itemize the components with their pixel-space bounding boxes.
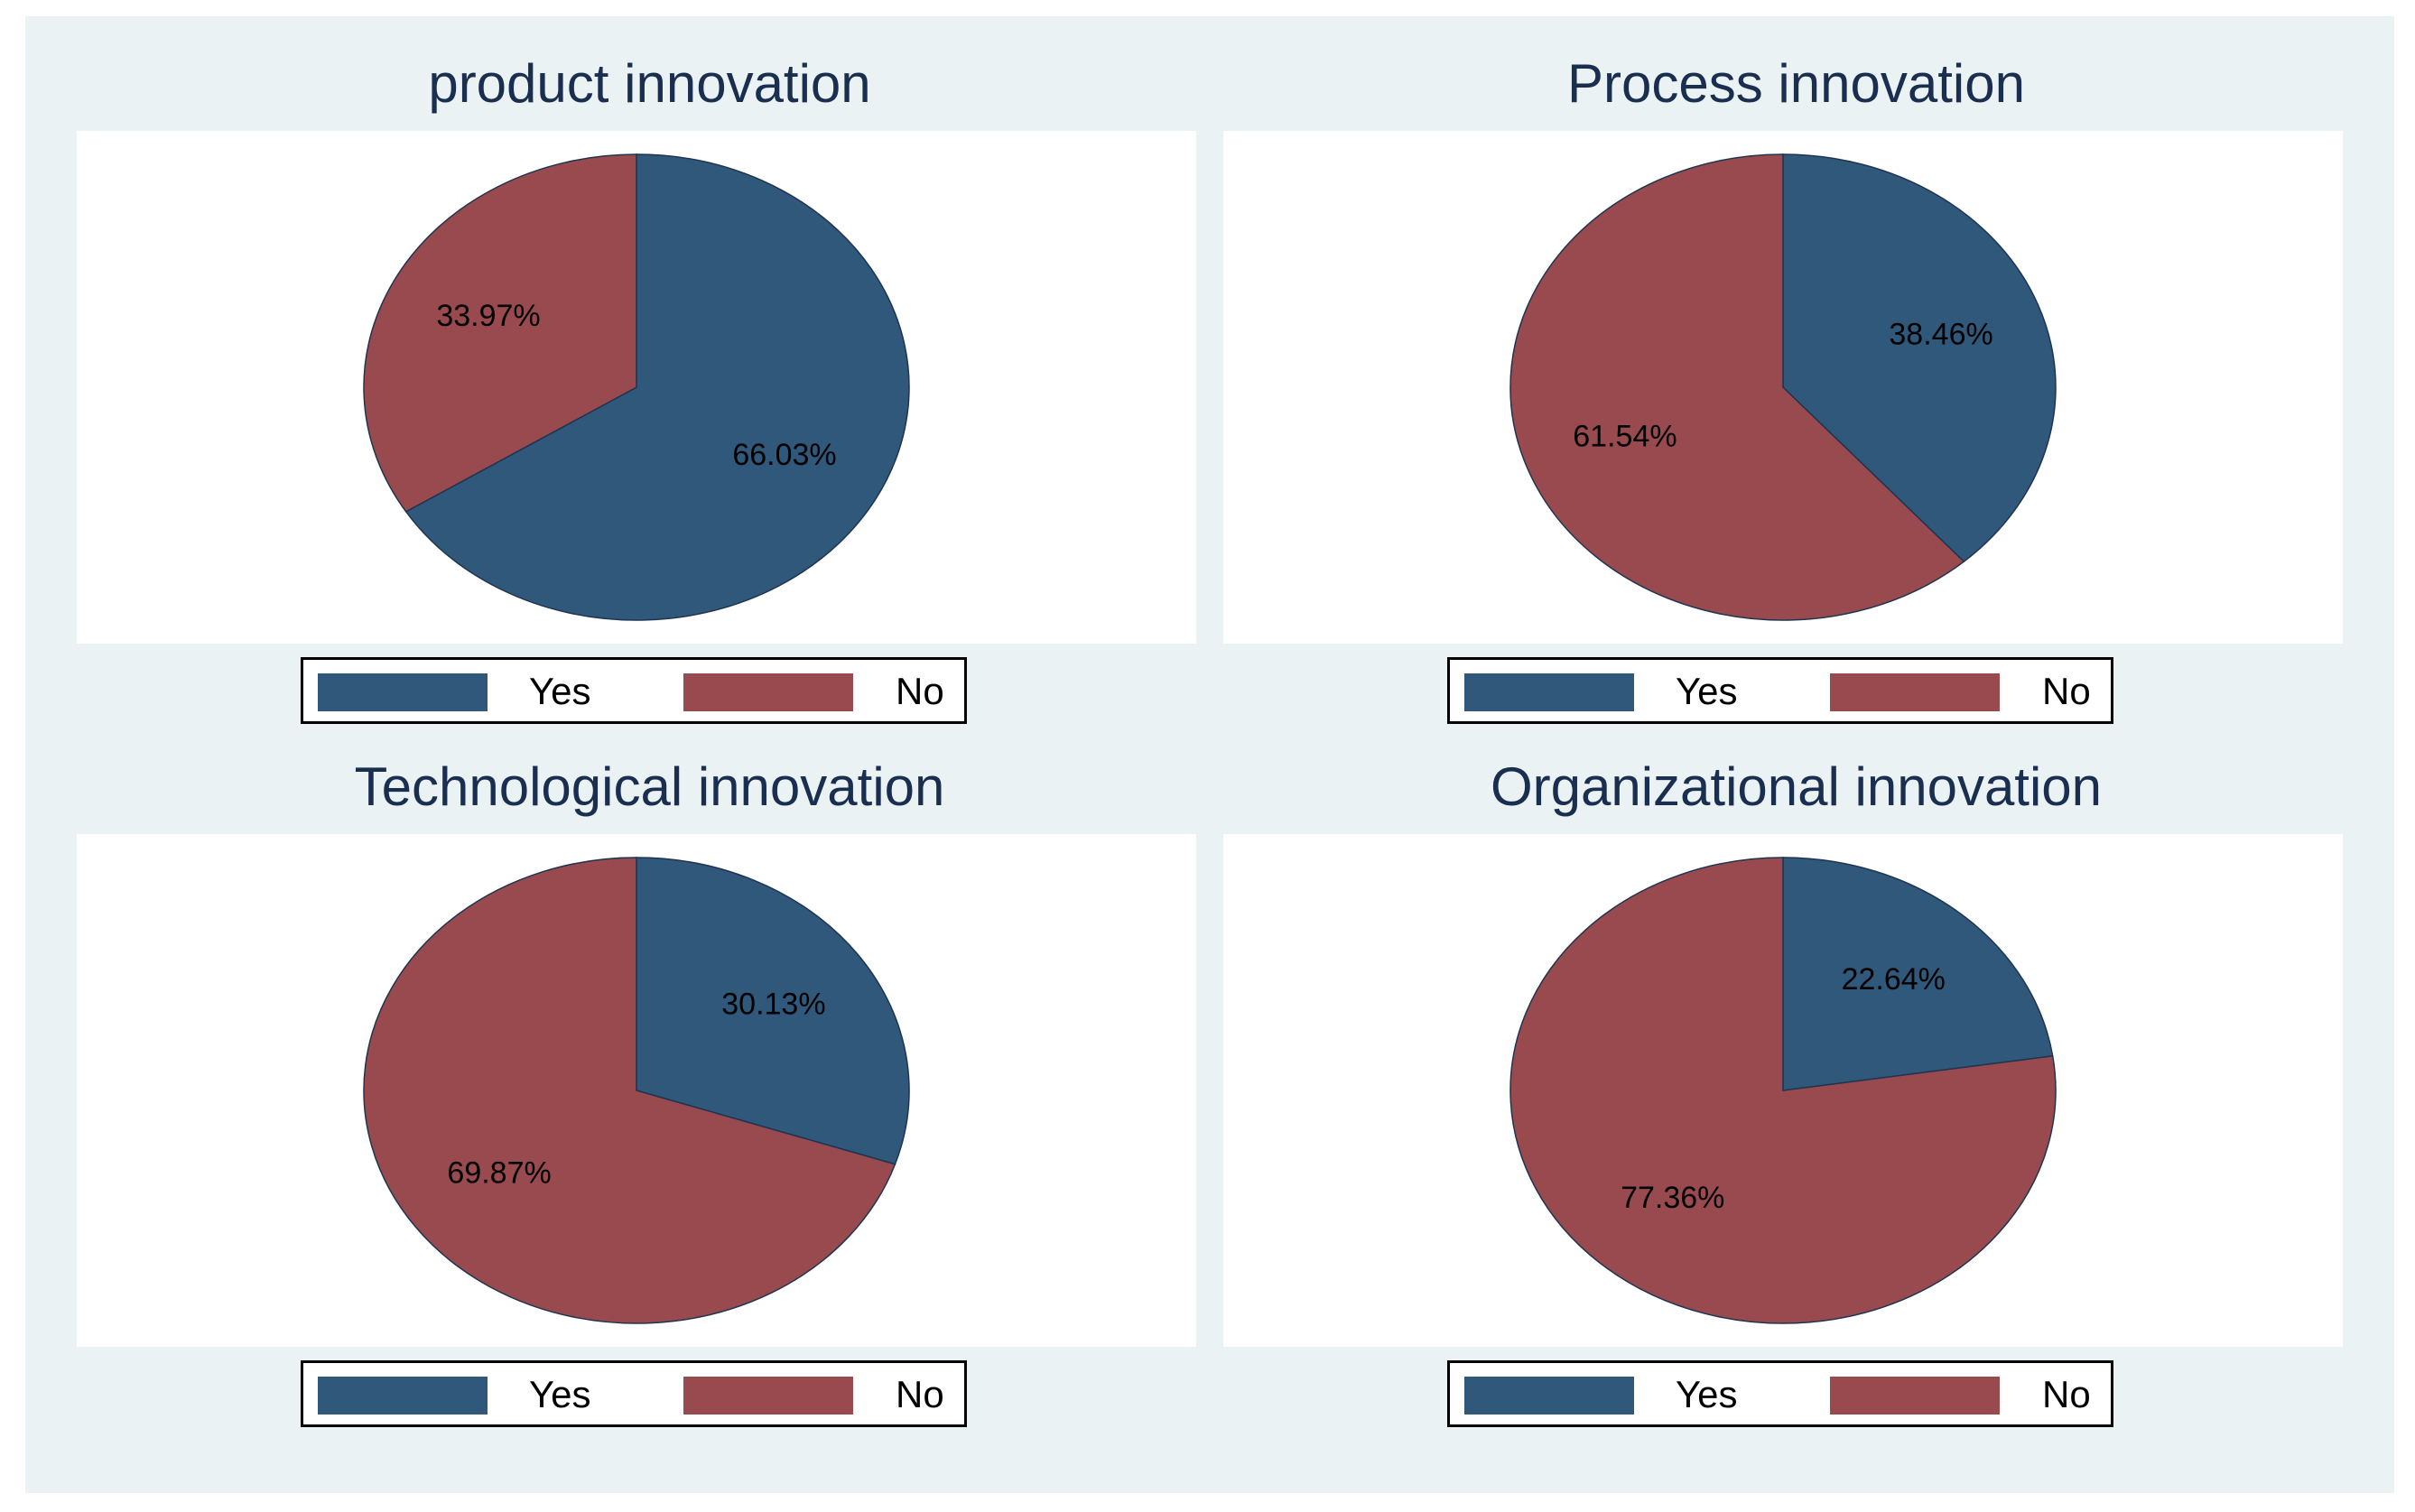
pie-chart-product-innovation: 66.03% 33.97%	[363, 153, 910, 621]
legend-swatch-yes	[1464, 673, 1634, 711]
legend-label-no: No	[2042, 1373, 2091, 1415]
legend: Yes No	[301, 657, 967, 724]
pie-slice-no	[363, 153, 637, 513]
legend-swatch-yes	[1464, 1377, 1634, 1415]
legend: Yes No	[301, 1360, 967, 1427]
slice-label-no: 69.87%	[447, 1155, 551, 1190]
chart-title: product innovation	[428, 53, 871, 114]
pie-panel-technological-innovation: Technological innovation 30.13% 69.87% Ye…	[77, 719, 1222, 1427]
chart-title: Process innovation	[1567, 53, 2025, 114]
pie-slice-yes	[404, 153, 910, 621]
slice-label-no: 33.97%	[436, 299, 540, 333]
legend-swatch-no	[683, 673, 853, 711]
pie-chart-organizational-innovation: 22.64% 77.36%	[1509, 857, 2057, 1324]
pie-panel-process-innovation: Process innovation 38.46% 61.54% Yes No	[1223, 16, 2369, 724]
legend-swatch-no	[1830, 673, 2000, 711]
chart-title: Technological innovation	[354, 756, 945, 817]
legend-swatch-no	[1830, 1377, 2000, 1415]
slice-label-no: 61.54%	[1573, 420, 1677, 454]
legend-label-yes: Yes	[1676, 1373, 1738, 1415]
legend-swatch-yes	[318, 673, 488, 711]
legend: Yes No	[1447, 657, 2113, 724]
legend-swatch-no	[683, 1377, 853, 1415]
legend: Yes No	[1447, 1360, 2113, 1427]
graph-area: product innovation 66.03% 33.97% Yes No P…	[25, 16, 2394, 1493]
pie-slice-no	[1509, 153, 1965, 621]
pie-slice-yes	[1782, 153, 2057, 563]
legend-label-no: No	[896, 1373, 944, 1415]
pie-slice-no	[1509, 857, 2057, 1324]
pie-slice-no	[363, 857, 896, 1324]
legend-label-yes: Yes	[529, 1373, 591, 1415]
pie-panel-product-innovation: product innovation 66.03% 33.97% Yes No	[77, 16, 1222, 724]
legend-label-no: No	[2042, 670, 2091, 712]
legend-swatch-yes	[318, 1377, 488, 1415]
slice-label-yes: 38.46%	[1889, 317, 1992, 351]
plot-region: 22.64% 77.36%	[1223, 834, 2343, 1347]
slice-label-yes: 66.03%	[732, 438, 836, 472]
legend-label-yes: Yes	[529, 670, 591, 712]
pie-chart-technological-innovation: 30.13% 69.87%	[363, 857, 910, 1324]
plot-region: 30.13% 69.87%	[77, 834, 1196, 1347]
plot-region: 66.03% 33.97%	[77, 131, 1196, 644]
slice-label-yes: 30.13%	[721, 987, 825, 1021]
slice-label-no: 77.36%	[1621, 1181, 1724, 1215]
slice-label-yes: 22.64%	[1842, 962, 1946, 997]
pie-panel-organizational-innovation: Organizational innovation 22.64% 77.36% Y…	[1223, 719, 2369, 1427]
legend-label-no: No	[896, 670, 944, 712]
pie-slice-yes	[636, 857, 910, 1165]
legend-label-yes: Yes	[1676, 670, 1738, 712]
chart-title: Organizational innovation	[1490, 756, 2103, 817]
pie-slice-yes	[1782, 857, 2054, 1091]
pie-chart-process-innovation: 38.46% 61.54%	[1509, 153, 2057, 621]
plot-region: 38.46% 61.54%	[1223, 131, 2343, 644]
